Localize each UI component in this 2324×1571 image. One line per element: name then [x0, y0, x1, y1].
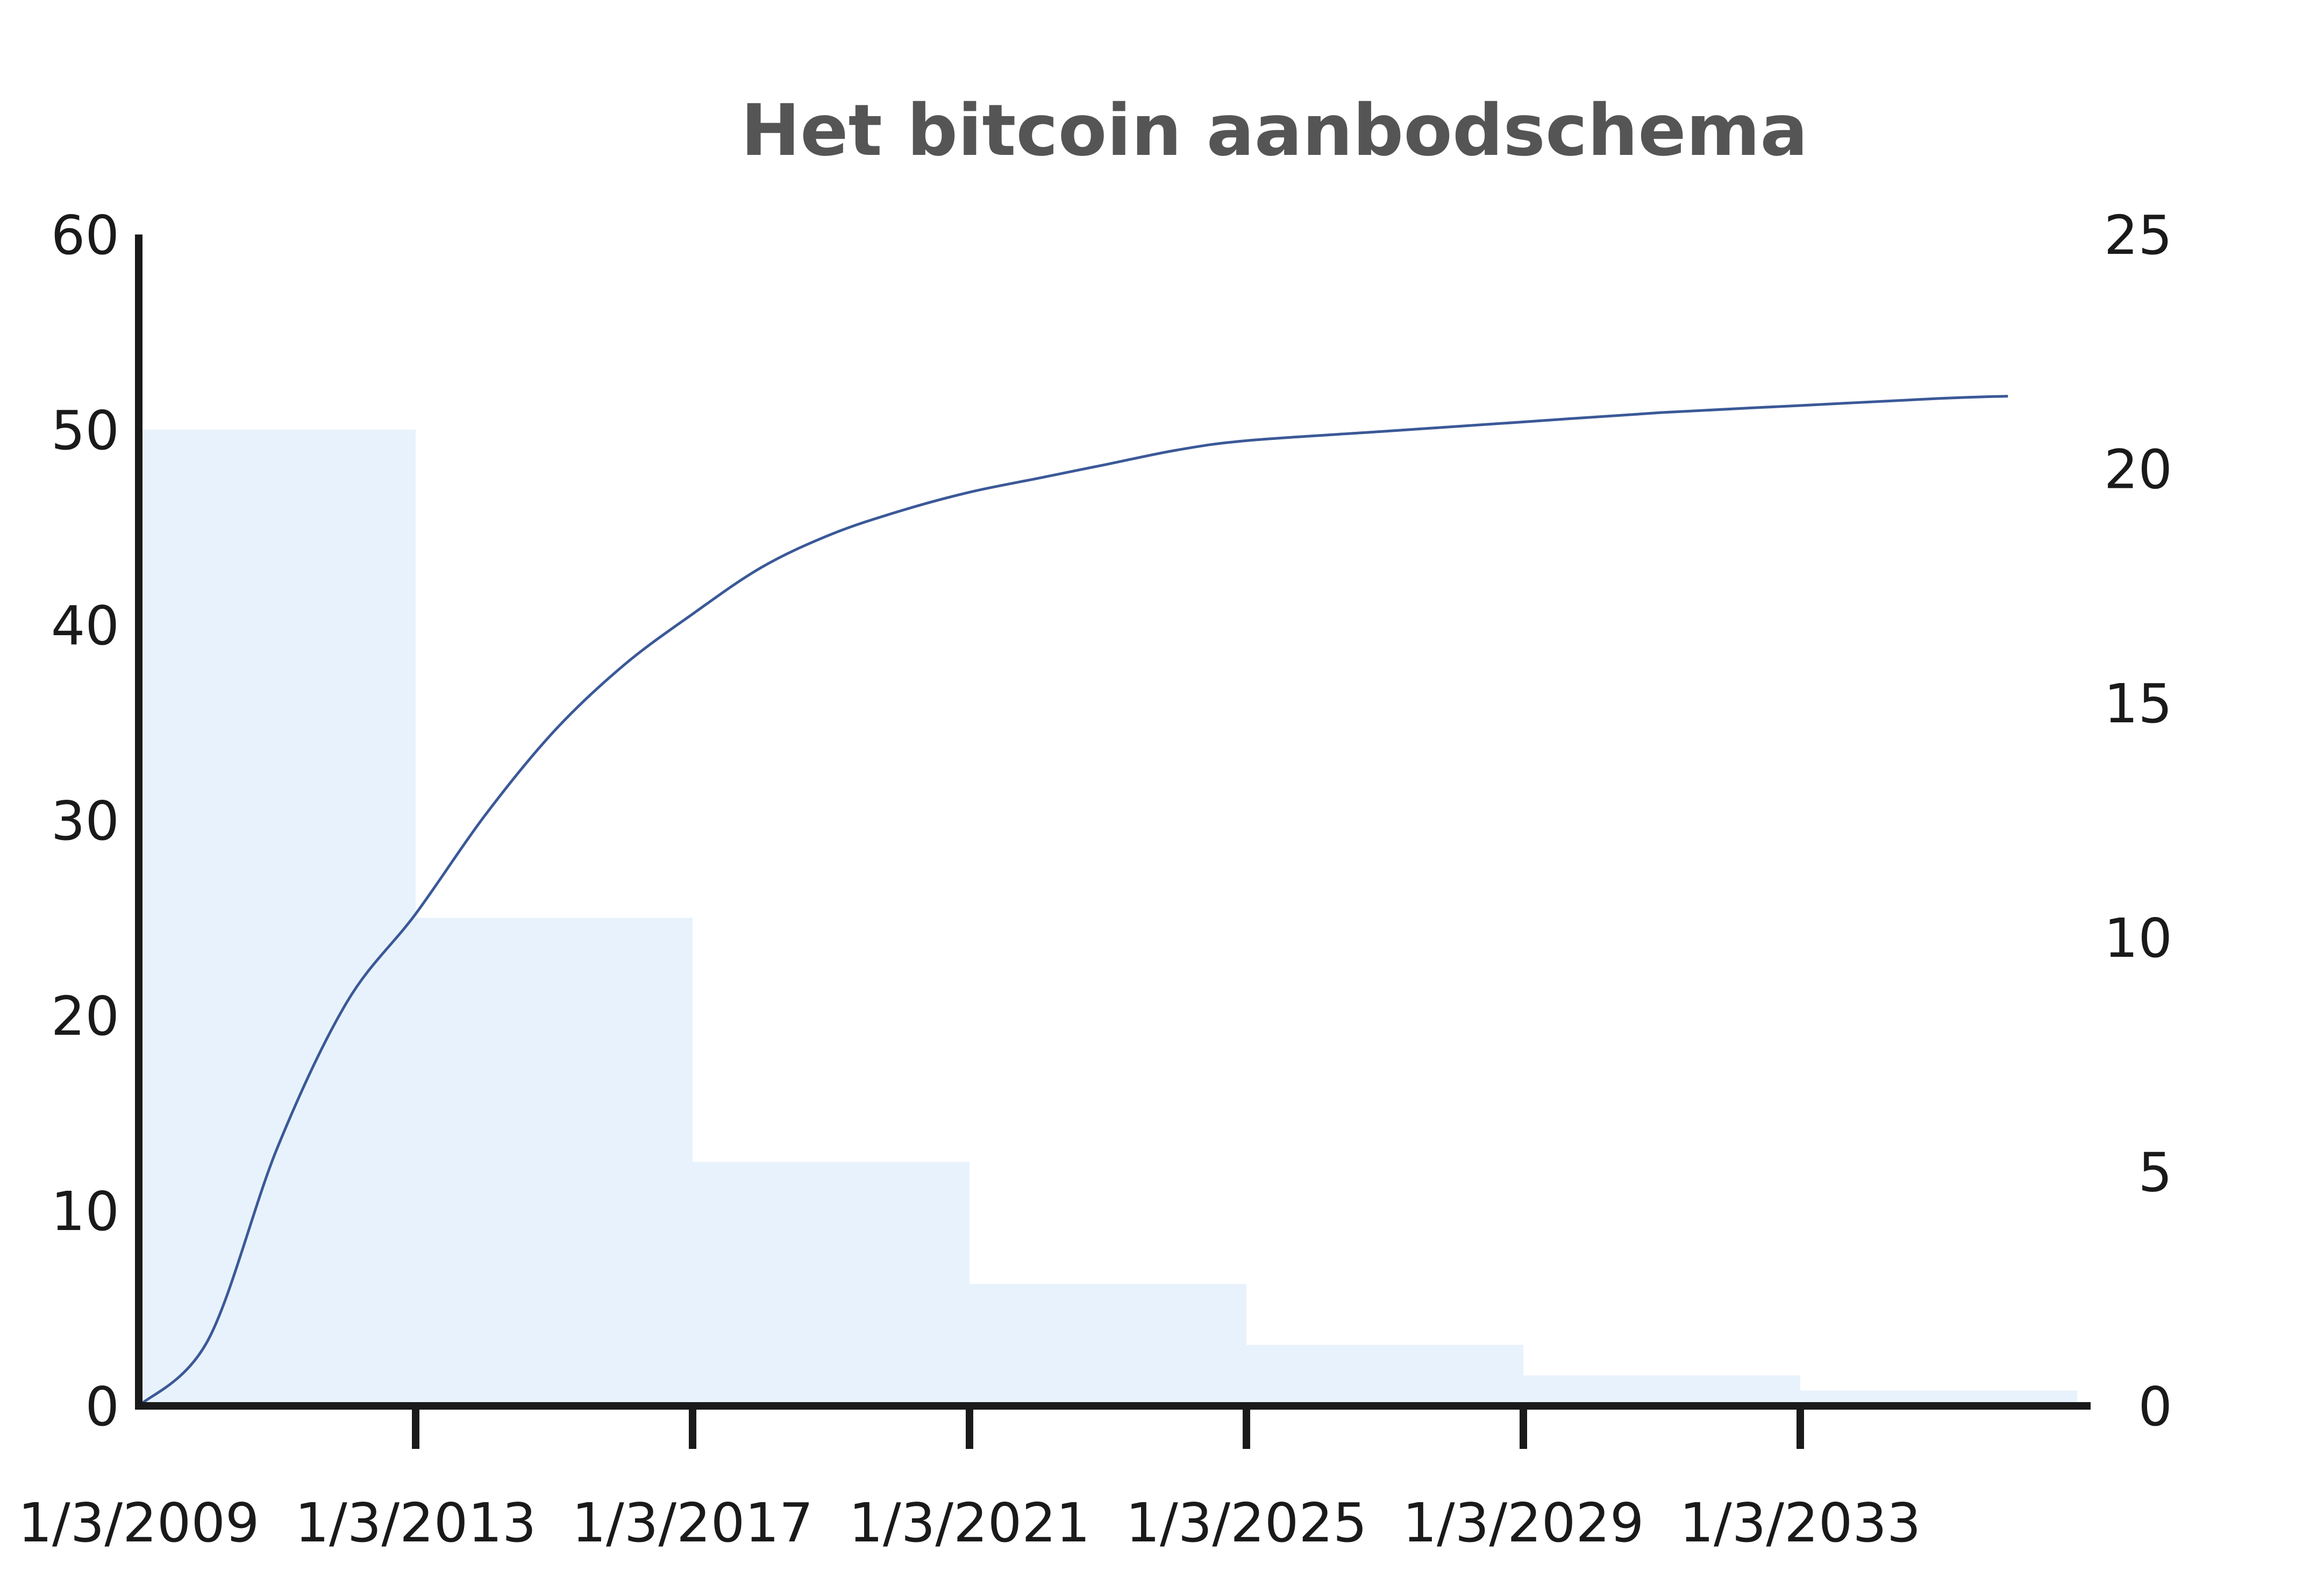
chart-title: Het bitcoin aanbodschema	[741, 89, 1808, 172]
supply-line-layer	[138, 395, 2008, 1407]
x-tick-label-1: 1/3/2009	[18, 1491, 259, 1554]
x-tick-label-4: 1/3/2021	[849, 1491, 1090, 1554]
x-tick-label-7: 1/3/2033	[1679, 1491, 1921, 1554]
y-right-tick-label-3: 10	[2104, 907, 2172, 970]
y-right-tick-label-4: 15	[2104, 672, 2172, 735]
tick-labels: 1/3/2009 1/3/2013 1/3/2017 1/3/2021 1/3/2025…	[18, 204, 2172, 1554]
y-left-tick-label-6: 50	[51, 399, 119, 462]
reward-bar-1	[139, 430, 416, 1406]
y-left-tick-label-4: 30	[51, 790, 119, 852]
y-right-tick-label-2: 5	[2138, 1141, 2172, 1204]
y-right-tick-label-1: 0	[2138, 1375, 2172, 1438]
supply-line	[138, 395, 2008, 1407]
reward-bar-2	[416, 918, 693, 1406]
block-reward-bars	[139, 430, 2077, 1406]
x-tick-label-5: 1/3/2025	[1125, 1491, 1367, 1554]
reward-bar-6	[1523, 1375, 1800, 1406]
y-left-tick-label-2: 10	[51, 1180, 119, 1243]
x-tick-label-2: 1/3/2013	[295, 1491, 536, 1554]
y-left-tick-label-3: 20	[51, 985, 119, 1048]
y-right-tick-label-6: 25	[2104, 204, 2172, 267]
reward-bar-4	[969, 1284, 1246, 1406]
y-left-tick-label-5: 40	[51, 594, 119, 657]
y-left-tick-label-1: 0	[85, 1375, 119, 1438]
x-tick-label-3: 1/3/2017	[572, 1491, 813, 1554]
reward-bar-5	[1246, 1345, 1523, 1406]
x-tick-label-6: 1/3/2029	[1402, 1491, 1644, 1554]
axes	[135, 234, 2091, 1449]
reward-bar-3	[693, 1162, 969, 1406]
y-left-tick-label-7: 60	[51, 204, 119, 267]
y-right-tick-label-5: 20	[2104, 438, 2172, 501]
